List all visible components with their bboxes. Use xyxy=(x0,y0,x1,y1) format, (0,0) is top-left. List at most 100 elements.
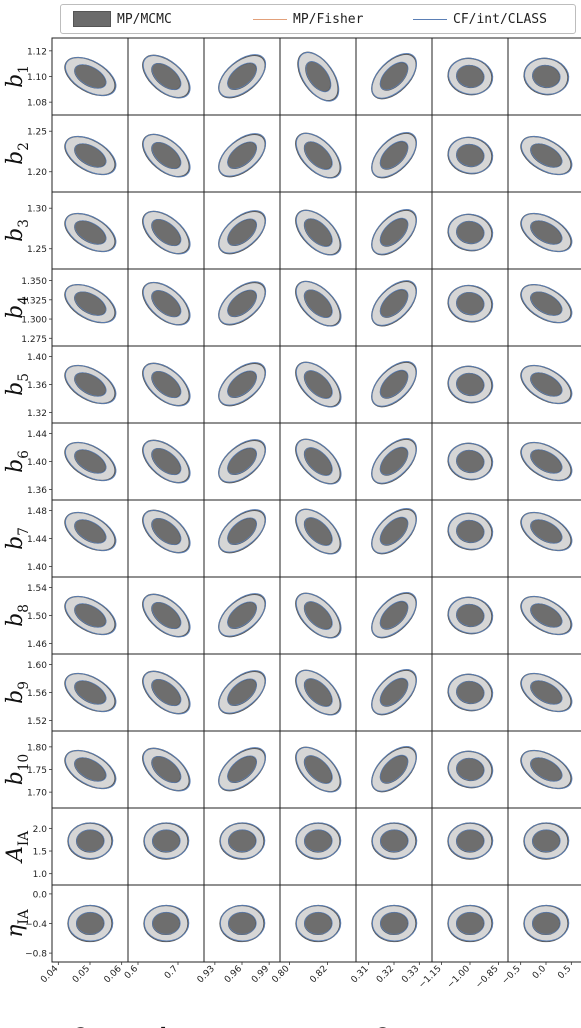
panel-8-4-class-95 xyxy=(371,669,417,715)
panel-7-1-class-95 xyxy=(142,593,191,638)
panel-10-6-class-95 xyxy=(523,822,570,859)
row-label-2: b3 xyxy=(3,219,32,242)
panel-4-1-class-68 xyxy=(151,370,182,399)
row-label-1: b2 xyxy=(3,142,32,165)
y-tick-label-9-1: 1.75 xyxy=(27,766,47,776)
panel-0-1-class-95 xyxy=(142,54,191,99)
panel-10-2-class-68 xyxy=(228,829,257,853)
panel-1-3-class-95 xyxy=(295,132,342,179)
panel-1-0-class-68 xyxy=(74,143,107,168)
panel-7-1-class-68 xyxy=(151,601,182,630)
col-label-4: Ωm,0 xyxy=(371,1025,416,1028)
panel-2-0-class-68 xyxy=(74,220,107,245)
panel-2-2-class-95 xyxy=(218,210,267,254)
panel-5-0-class-68 xyxy=(74,449,107,474)
x-tick-label-1-0: 0.6 xyxy=(123,964,140,981)
x-tick-label-6-0: −0.5 xyxy=(500,964,523,987)
panel-3-4-class-68 xyxy=(379,288,409,318)
panel-10-0-class-95 xyxy=(67,822,114,859)
panel-1-1-class-95 xyxy=(142,133,191,178)
panel-2-3-class-68 xyxy=(304,218,333,247)
panel-11-3-class-68 xyxy=(304,911,333,935)
panel-10-5-class-95 xyxy=(447,822,494,859)
panel-0-5-class-68 xyxy=(456,64,485,88)
panel-3-3-class-95 xyxy=(295,281,342,327)
panel-4-3-class-95 xyxy=(295,361,342,408)
panel-0-6-class-95 xyxy=(524,57,570,95)
panel-3-6-class-95 xyxy=(521,284,573,324)
panel-2-1-class-68 xyxy=(151,219,182,247)
panel-5-0-class-95 xyxy=(65,442,117,481)
panel-11-6-class-95 xyxy=(523,904,570,942)
panel-8-0-class-68 xyxy=(74,680,107,705)
panel-9-5-class-68 xyxy=(456,757,485,781)
panel-0-3-class-95 xyxy=(298,51,340,102)
panel-9-3-class-95 xyxy=(295,746,342,793)
panel-9-4-class-95 xyxy=(371,746,417,792)
panel-5-2-class-68 xyxy=(227,447,257,475)
panel-5-1-class-95 xyxy=(142,439,191,484)
y-tick-label-0-0: 1.08 xyxy=(27,99,47,109)
panel-5-3-class-95 xyxy=(295,438,342,485)
panel-9-3-class-68 xyxy=(304,755,333,784)
panel-10-4-class-68 xyxy=(380,829,409,853)
y-tick-label-9-0: 1.70 xyxy=(27,789,47,799)
y-tick-label-6-2: 1.48 xyxy=(27,507,47,517)
panel-1-4-class-95 xyxy=(371,132,417,178)
panel-8-6-class-95 xyxy=(521,673,573,712)
legend-label-fisher: MP/Fisher xyxy=(293,11,364,27)
panel-6-1-class-95 xyxy=(142,509,191,554)
panel-5-3-class-68 xyxy=(304,447,333,476)
panel-11-0-class-95 xyxy=(67,904,114,942)
x-tick-label-6-1: 0.0 xyxy=(531,964,548,981)
panel-11-4-class-68 xyxy=(380,911,409,935)
x-tick-label-5-2: −0.85 xyxy=(474,964,501,991)
row-label-8: b9 xyxy=(3,681,32,704)
panel-11-6-class-68 xyxy=(532,911,561,935)
row-label-4: b5 xyxy=(3,373,32,396)
x-tick-label-4-1: 0.32 xyxy=(375,964,396,985)
panel-7-5-class-68 xyxy=(456,603,485,627)
y-tick-label-8-0: 1.52 xyxy=(27,717,47,727)
panel-6-6-class-68 xyxy=(530,519,563,544)
panel-1-5-class-68 xyxy=(456,143,485,167)
panel-6-0-class-95 xyxy=(65,512,117,551)
panel-2-1-class-95 xyxy=(142,210,191,255)
panel-4-0-class-95 xyxy=(65,365,117,404)
panel-4-1-class-95 xyxy=(142,362,191,407)
panel-8-1-class-95 xyxy=(142,670,191,715)
panel-1-6-class-95 xyxy=(521,136,573,175)
panel-7-2-class-95 xyxy=(218,593,267,637)
panel-4-3-class-68 xyxy=(304,370,333,399)
y-tick-label-4-1: 1.36 xyxy=(27,381,47,391)
y-tick-label-4-0: 1.32 xyxy=(27,409,47,419)
panel-7-6-class-95 xyxy=(521,596,573,635)
col-label-0: Ωb,0 xyxy=(69,1025,110,1028)
panel-0-4-class-95 xyxy=(371,53,417,99)
y-tick-label-1-1: 1.25 xyxy=(27,128,47,138)
panel-11-4-class-95 xyxy=(371,904,418,942)
x-tick-label-6-2: 0.5 xyxy=(556,964,573,981)
panel-0-5-class-95 xyxy=(448,57,494,95)
panel-1-4-class-68 xyxy=(379,140,409,170)
panel-6-2-class-68 xyxy=(227,517,257,545)
panel-3-5-class-68 xyxy=(456,291,485,315)
panel-4-4-class-68 xyxy=(379,369,409,399)
panel-2-6-class-95 xyxy=(521,213,573,252)
panel-4-5-class-95 xyxy=(448,365,494,403)
legend-label-class: CF/int/CLASS xyxy=(453,11,547,27)
panel-7-3-class-95 xyxy=(295,592,342,639)
panel-9-1-class-68 xyxy=(151,755,182,784)
y-tick-label-11-2: 0.0 xyxy=(33,890,48,900)
y-tick-label-11-0: −0.8 xyxy=(25,950,47,960)
panel-1-3-class-68 xyxy=(304,141,333,170)
panel-9-2-class-95 xyxy=(218,747,267,791)
panel-1-2-class-95 xyxy=(218,133,267,177)
panel-2-5-class-68 xyxy=(456,220,485,244)
panel-10-5-class-68 xyxy=(456,829,485,853)
panel-11-3-class-95 xyxy=(295,904,342,942)
legend-item-class: CF/int/CLASS xyxy=(413,5,547,33)
x-tick-label-5-1: −1.00 xyxy=(446,964,473,991)
panel-6-5-class-68 xyxy=(456,519,485,543)
legend-swatch-mcmc xyxy=(73,11,111,27)
